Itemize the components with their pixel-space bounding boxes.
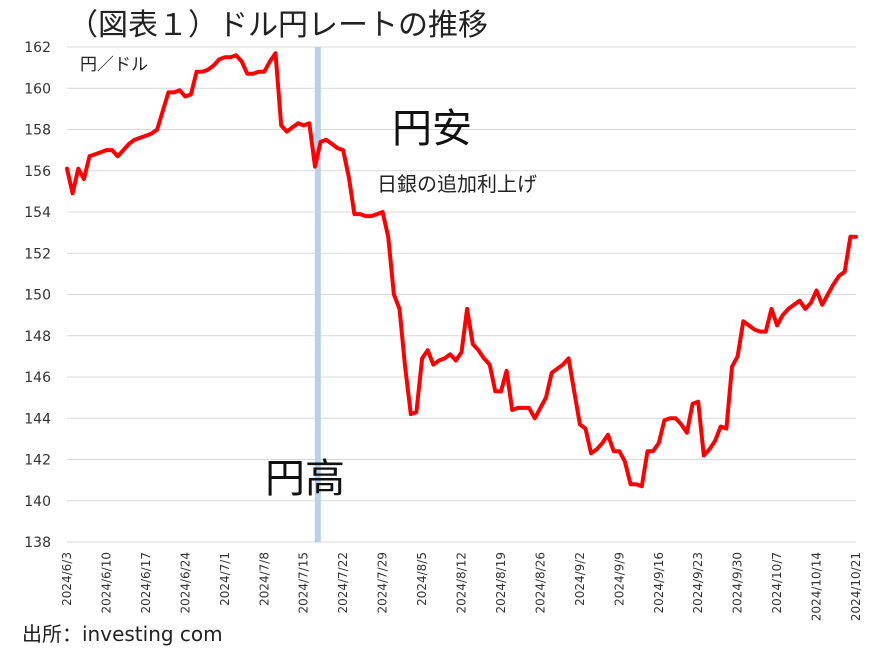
y-tick-label: 156 — [24, 164, 51, 180]
x-tick-label: 2024/9/30 — [731, 552, 745, 614]
y-tick-label: 138 — [24, 535, 51, 551]
y-tick-label: 146 — [24, 370, 51, 386]
x-tick-label: 2024/8/12 — [455, 552, 469, 614]
x-axis-ticks: 2024/6/3 2024/6/10 2024/6/17 2024/6/24 2024/… — [60, 552, 863, 621]
x-tick-label: 2024/9/16 — [652, 552, 666, 614]
x-tick-label: 2024/7/22 — [336, 552, 350, 614]
annotation-strong-yen: 円高 — [265, 456, 345, 502]
y-tick-label: 140 — [24, 494, 51, 510]
gridlines — [67, 46, 856, 543]
x-tick-label: 2024/6/17 — [139, 552, 153, 614]
y-axis-ticks: 138 140 142 144 146 148 150 152 154 156 158 160 162 — [24, 40, 51, 551]
usd-jpy-series-line — [65, 51, 858, 489]
x-tick-label: 2024/10/14 — [810, 552, 824, 621]
x-tick-label: 2024/9/23 — [691, 552, 705, 614]
y-tick-label: 148 — [24, 329, 51, 345]
source-note: 出所：investing com — [22, 622, 223, 646]
y-tick-label: 160 — [24, 81, 51, 97]
x-tick-label: 2024/8/19 — [494, 552, 508, 614]
x-tick-label: 2024/7/8 — [257, 552, 271, 606]
annotation-boj-hike: 日銀の追加利上げ — [377, 172, 537, 196]
chart-title: （図表１）ドル円レートの推移 — [68, 8, 488, 43]
y-tick-label: 162 — [24, 40, 51, 56]
x-tick-label: 2024/6/24 — [178, 552, 192, 614]
x-tick-label: 2024/7/1 — [218, 552, 232, 606]
annotation-weak-yen: 円安 — [392, 106, 472, 152]
y-tick-label: 142 — [24, 453, 51, 469]
x-tick-label: 2024/9/9 — [612, 552, 626, 606]
y-axis-unit: 円／ドル — [80, 55, 148, 75]
x-tick-label: 2024/7/29 — [376, 552, 390, 614]
y-tick-label: 150 — [24, 288, 51, 304]
x-tick-label: 2024/6/3 — [60, 552, 74, 606]
x-tick-label: 2024/10/7 — [770, 552, 784, 614]
x-tick-label: 2024/6/10 — [100, 552, 114, 614]
y-tick-label: 144 — [24, 411, 51, 427]
x-tick-label: 2024/10/21 — [849, 552, 863, 621]
x-tick-label: 2024/9/2 — [573, 552, 587, 606]
y-tick-label: 154 — [24, 205, 51, 221]
y-tick-label: 152 — [24, 246, 51, 262]
boj-rate-hike-marker — [314, 47, 321, 542]
x-tick-label: 2024/7/15 — [297, 552, 311, 614]
x-tick-label: 2024/8/26 — [533, 552, 547, 614]
x-tick-label: 2024/8/5 — [415, 552, 429, 606]
y-tick-label: 158 — [24, 123, 51, 139]
